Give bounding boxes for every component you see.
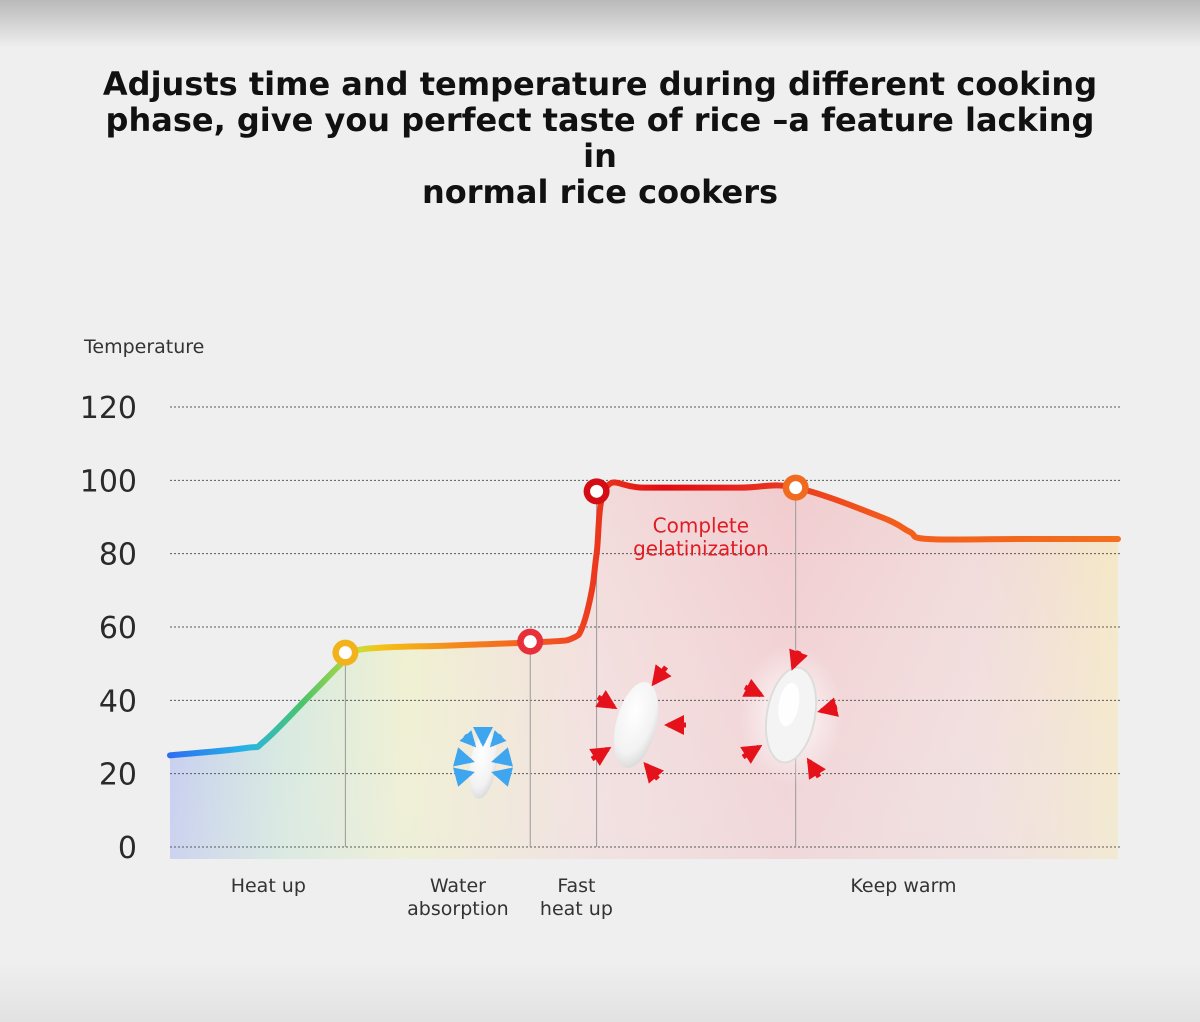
phase-label-line: Water [430, 875, 486, 897]
annotation-complete-gelatinization: Complete gelatinization [633, 514, 769, 561]
phase-marker-center [524, 635, 537, 648]
y-tick-label: 80 [99, 538, 137, 573]
y-tick-label: 120 [80, 391, 137, 426]
phase-marker [332, 640, 358, 666]
phase-label-line: Fast [557, 875, 595, 897]
phase-label-line: heat up [540, 898, 613, 920]
annotation-line: Complete [653, 514, 749, 538]
phase-marker-center [789, 481, 802, 494]
y-tick-label: 20 [99, 758, 137, 793]
y-tick-label: 40 [99, 684, 137, 719]
y-ticks: 0 20 40 60 80 100 120 [80, 391, 137, 866]
phase-marker [517, 629, 543, 655]
y-tick-label: 100 [80, 464, 137, 499]
y-tick-label: 60 [99, 611, 137, 646]
annotation-line: gelatinization [633, 537, 769, 561]
phase-label-line: absorption [407, 898, 509, 920]
phase-label: Keep warm [850, 875, 956, 897]
phase-marker-center [339, 646, 352, 659]
y-axis-label: Temperature [83, 336, 204, 358]
rice-grain-gelatinized-icon [739, 645, 843, 785]
phase-labels: Heat up Water absorption Fast heat up Keep wa… [231, 875, 957, 920]
phase-label-line: Keep warm [850, 875, 956, 897]
phase-label: Water absorption [407, 875, 509, 920]
y-tick-label: 0 [118, 831, 137, 866]
phase-marker-center [590, 485, 603, 498]
temperature-chart: 0 20 40 60 80 100 120 Temperature Complete gela… [0, 0, 1200, 1022]
phase-marker [783, 475, 809, 501]
phase-marker [584, 478, 610, 504]
phase-label: Fast heat up [540, 875, 613, 920]
phase-label-line: Heat up [231, 875, 306, 897]
phase-label: Heat up [231, 875, 306, 897]
